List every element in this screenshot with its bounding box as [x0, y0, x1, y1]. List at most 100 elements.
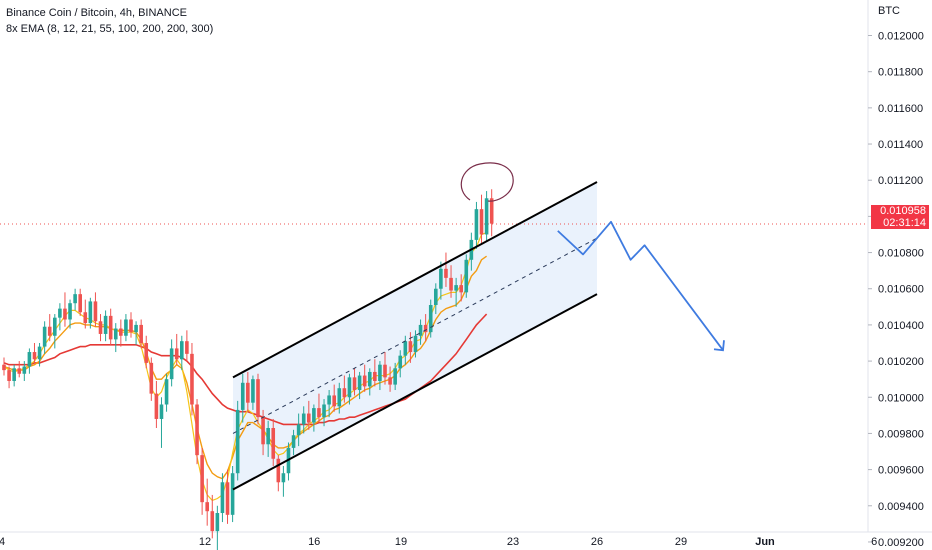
candle-body[interactable] [42, 326, 47, 347]
candle-body[interactable] [454, 285, 458, 291]
candle-body[interactable] [37, 346, 42, 360]
candle-body[interactable] [246, 382, 250, 403]
candle-body[interactable] [58, 308, 62, 318]
indicator-title[interactable]: 8x EMA (8, 12, 21, 55, 100, 200, 200, 30… [6, 23, 214, 35]
candle-body[interactable] [398, 355, 403, 369]
candle-body[interactable] [383, 364, 387, 378]
candle-body[interactable] [281, 473, 286, 483]
candle-body[interactable] [215, 513, 220, 532]
candle-body[interactable] [159, 404, 164, 419]
candle-body[interactable] [134, 324, 138, 333]
candle-body[interactable] [342, 388, 347, 398]
candle-body[interactable] [408, 341, 413, 353]
candle-body[interactable] [78, 294, 82, 313]
candle-body[interactable] [479, 209, 484, 235]
candle-body[interactable] [93, 301, 98, 322]
candle-body[interactable] [68, 303, 72, 320]
candle-body[interactable] [357, 375, 362, 391]
candle-body[interactable] [22, 366, 27, 374]
candle-body[interactable] [301, 413, 306, 425]
candle-body[interactable] [63, 308, 67, 320]
candle-body[interactable] [88, 301, 93, 324]
candle-body[interactable] [449, 277, 453, 291]
candle-body[interactable] [444, 268, 448, 278]
projection-arrowhead[interactable] [713, 340, 725, 352]
candle-body[interactable] [418, 324, 423, 336]
candle-body[interactable] [428, 305, 433, 333]
candle-body[interactable] [103, 315, 108, 334]
candle-body[interactable] [373, 371, 377, 381]
candle-body[interactable] [434, 288, 438, 306]
candle-body[interactable] [489, 198, 494, 224]
candle-body[interactable] [266, 428, 270, 445]
candle-body[interactable] [261, 417, 265, 445]
candle-body[interactable] [413, 335, 418, 353]
projection-path[interactable] [557, 220, 724, 351]
symbol-title[interactable]: Binance Coin / Bitcoin, 4h, BINANCE [6, 7, 187, 19]
candle-body[interactable] [98, 321, 103, 334]
candle-body[interactable] [378, 364, 382, 381]
candle-body[interactable] [337, 388, 342, 407]
candle-body[interactable] [307, 413, 311, 423]
channel-mid-line[interactable] [232, 237, 598, 434]
candle-body[interactable] [210, 511, 215, 532]
candle-body[interactable] [139, 324, 143, 343]
candle-body[interactable] [180, 341, 184, 360]
candle-body[interactable] [327, 395, 331, 405]
candle-body[interactable] [484, 198, 489, 235]
candle-body[interactable] [47, 326, 52, 336]
candle-body[interactable] [322, 404, 326, 418]
candle-body[interactable] [256, 379, 260, 418]
candle-body[interactable] [220, 482, 225, 514]
candle-body[interactable] [230, 473, 235, 515]
candle-body[interactable] [225, 482, 230, 515]
candle-body[interactable] [27, 352, 32, 367]
candle-body[interactable] [144, 342, 149, 363]
candle-body[interactable] [312, 408, 316, 423]
candle-body[interactable] [276, 458, 281, 483]
candle-body[interactable] [185, 341, 189, 354]
candle-body[interactable] [169, 348, 174, 380]
candle-body[interactable] [108, 315, 113, 340]
candle-body[interactable] [459, 285, 463, 293]
candle-body[interactable] [332, 395, 336, 407]
candle-body[interactable] [12, 368, 16, 381]
candle-body[interactable] [113, 328, 118, 340]
candle-body[interactable] [393, 368, 397, 385]
candle-body[interactable] [195, 404, 199, 456]
candle-body[interactable] [347, 377, 352, 398]
candle-body[interactable] [388, 377, 392, 385]
candle-body[interactable] [464, 259, 469, 293]
candle-body[interactable] [53, 317, 57, 336]
top-circle-annotation[interactable] [460, 162, 514, 202]
candle-body[interactable] [317, 408, 321, 418]
candle-body[interactable] [174, 348, 179, 360]
candle-body[interactable] [32, 352, 37, 360]
candle-body[interactable] [190, 353, 194, 405]
channel-upper-line[interactable] [232, 181, 598, 379]
channel-lower-line[interactable] [232, 293, 598, 491]
candle-body[interactable] [439, 268, 443, 289]
candle-body[interactable] [149, 362, 154, 394]
candle-body[interactable] [154, 393, 159, 419]
candle-body[interactable] [235, 409, 240, 474]
candle-body[interactable] [403, 341, 408, 356]
candle-body[interactable] [7, 370, 11, 381]
candle-body[interactable] [271, 428, 276, 459]
candle-body[interactable] [83, 312, 88, 324]
candle-body[interactable] [73, 294, 77, 304]
candle-body[interactable] [240, 382, 245, 410]
candle-body[interactable] [296, 424, 301, 436]
candle-body[interactable] [129, 319, 133, 333]
candle-body[interactable] [164, 379, 169, 405]
candle-body[interactable] [352, 377, 357, 391]
candle-body[interactable] [423, 324, 428, 333]
candle-body[interactable] [200, 455, 204, 503]
candle-body[interactable] [367, 371, 372, 387]
candle-body[interactable] [17, 368, 22, 374]
candle-body[interactable] [205, 502, 209, 512]
candle-body[interactable] [2, 364, 6, 371]
candle-body[interactable] [362, 375, 367, 387]
candle-body[interactable] [291, 435, 296, 448]
